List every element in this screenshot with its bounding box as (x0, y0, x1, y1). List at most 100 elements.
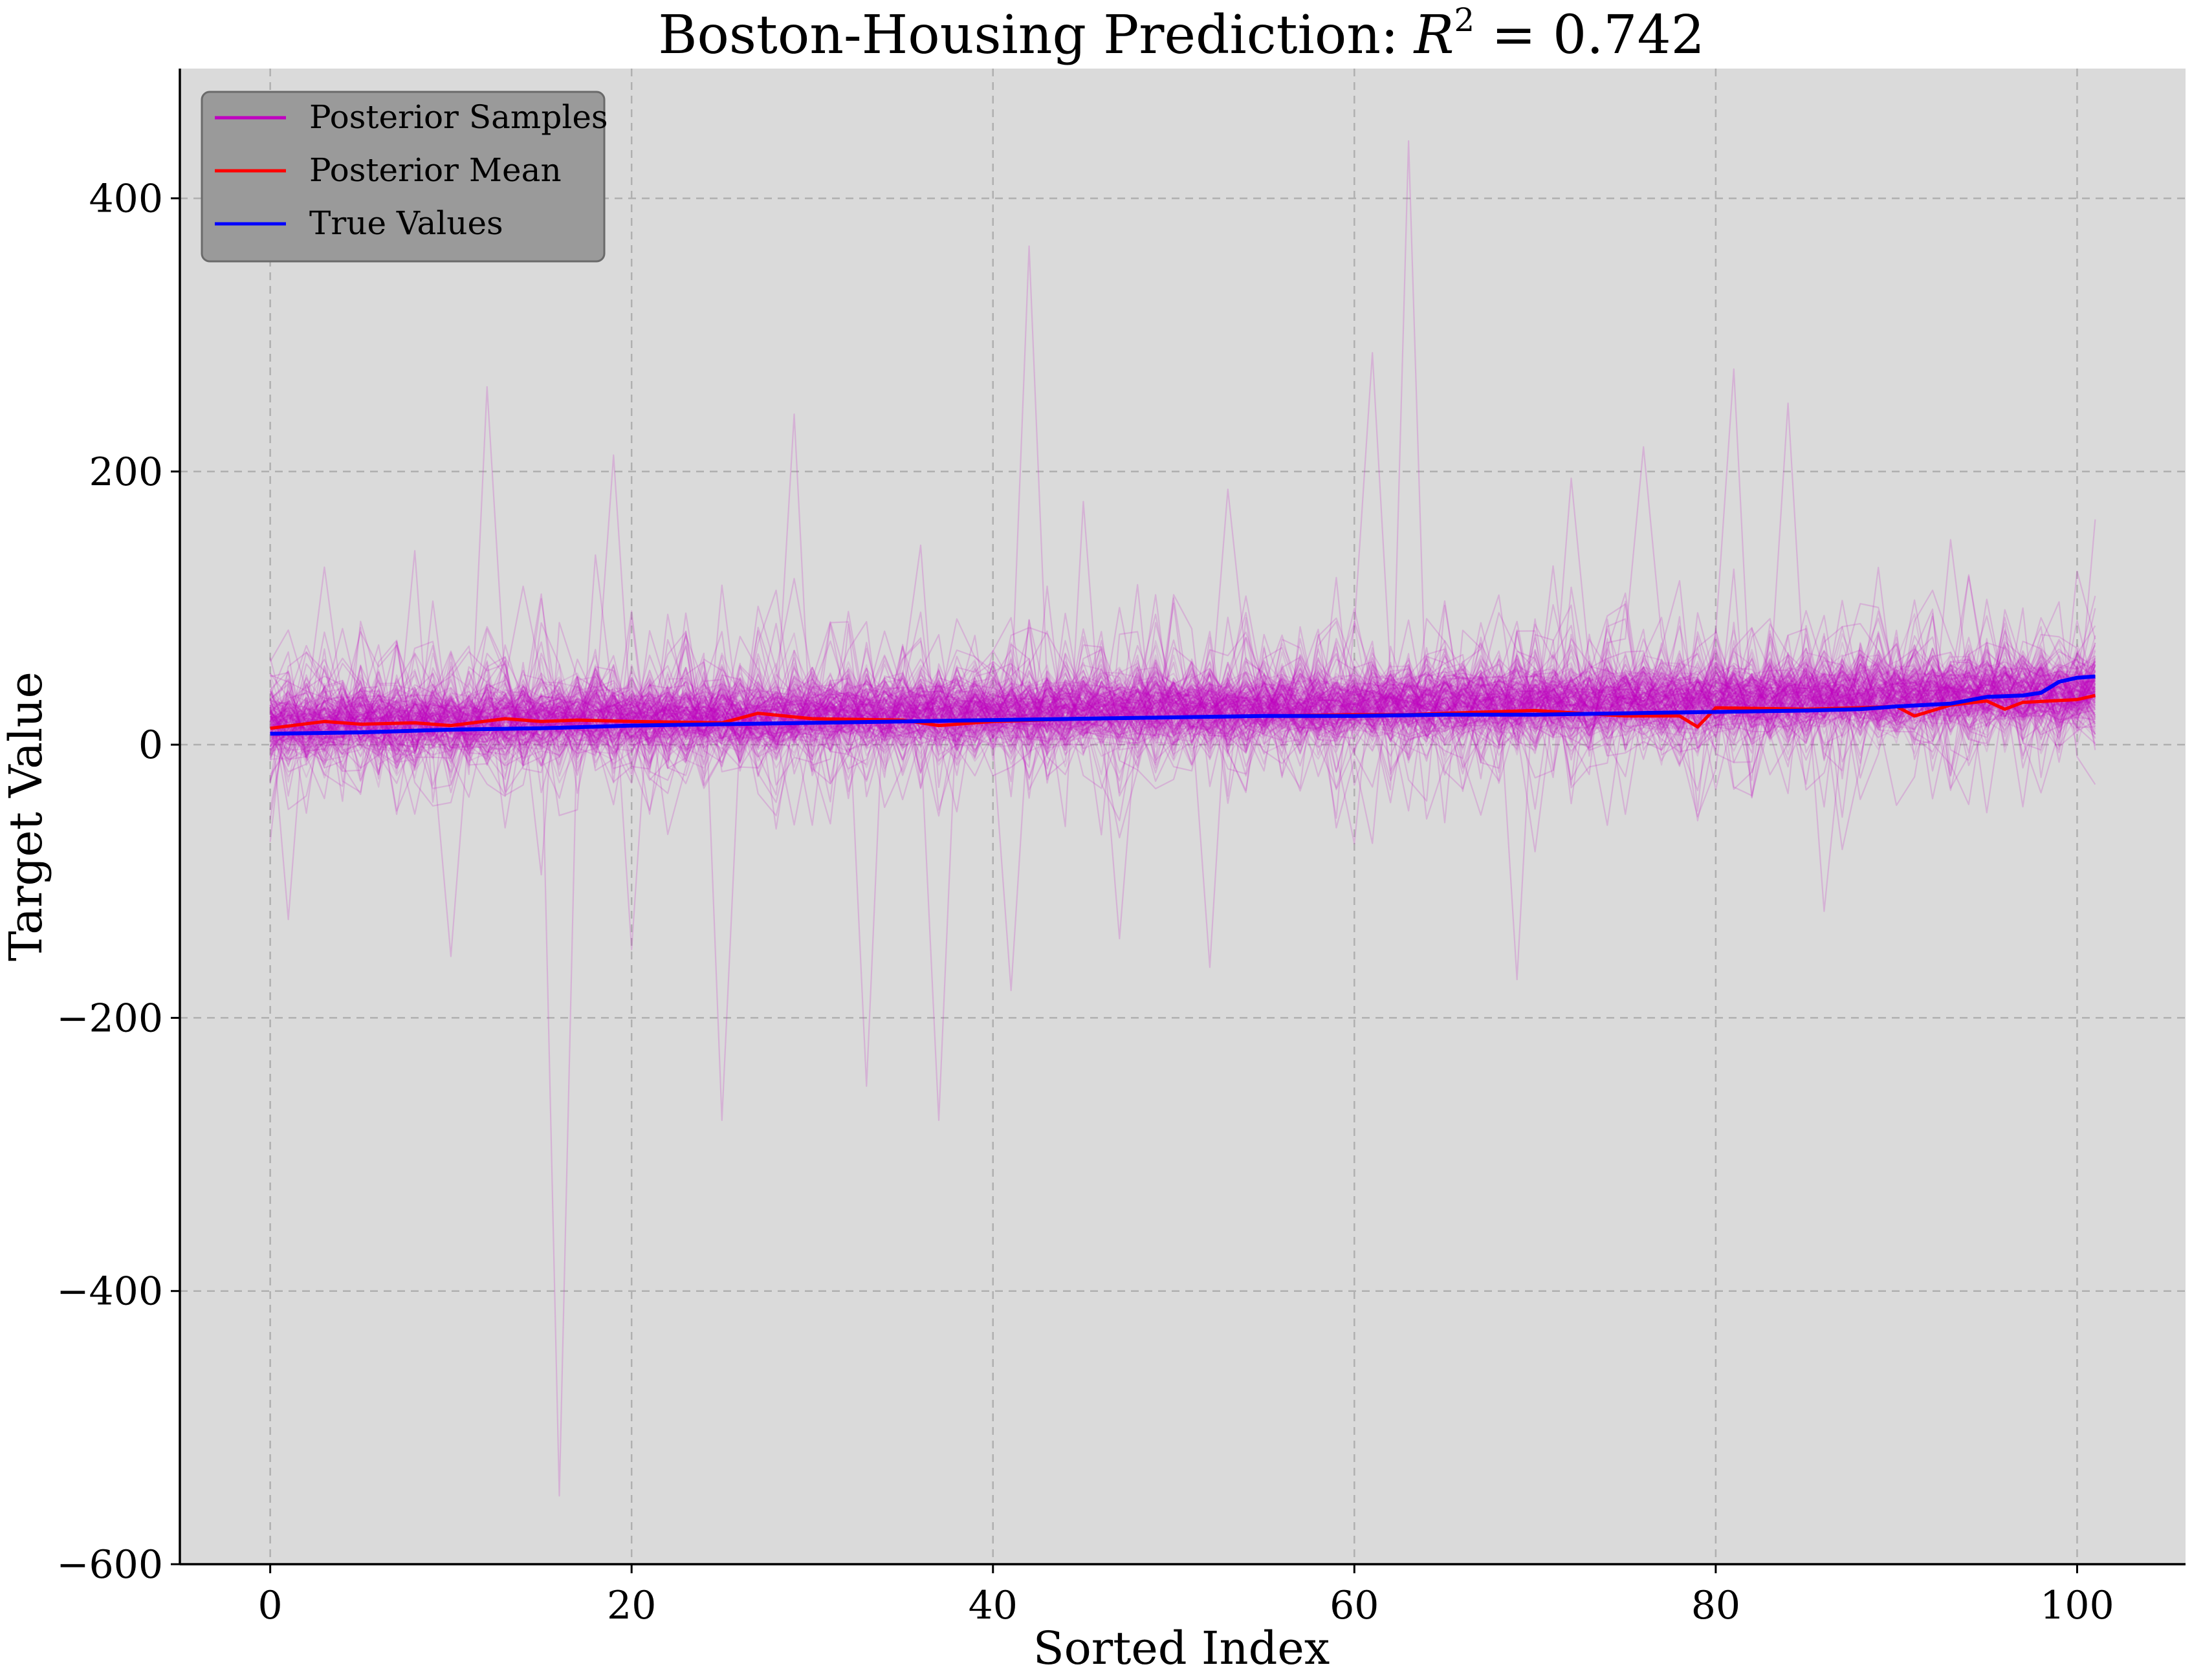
posterior-sample-line (269, 652, 2096, 752)
posterior-sample-line (269, 664, 2096, 751)
posterior-sample-line (270, 649, 2096, 761)
posterior-sample-line (269, 668, 2096, 765)
posterior-sample-line (270, 655, 2096, 766)
posterior-sample-line (269, 646, 2096, 756)
posterior-sample-line (269, 662, 2096, 772)
posterior-sample-line (270, 661, 2096, 749)
posterior-sample-line (270, 635, 2096, 765)
posterior-sample-line (270, 488, 2096, 799)
posterior-sample-line (270, 501, 2096, 827)
y-tick-label: −400 (56, 1269, 163, 1315)
posterior-sample-line (270, 659, 2096, 764)
x-axis-label: Sorted Index (1033, 1622, 1330, 1675)
chart-title-prefix: Boston-Housing Prediction: (658, 5, 1398, 66)
posterior-sample-line (269, 607, 2096, 951)
ticks: 0 20 40 60 80 100 −600 −400 −200 0 200 400 (56, 177, 2114, 1628)
posterior-sample-line (269, 647, 2096, 770)
posterior-sample-line (269, 613, 2096, 758)
posterior-sample-line (269, 648, 2096, 778)
posterior-sample-line (270, 651, 2096, 767)
posterior-sample-line (269, 568, 2096, 981)
chart-title-math-exponent: 2 (1454, 1, 1474, 39)
posterior-sample-line (270, 653, 2096, 753)
posterior-sample-line (270, 672, 2096, 761)
posterior-sample-line (269, 664, 2096, 760)
posterior-sample-line (270, 642, 2096, 757)
posterior-sample-line (269, 653, 2096, 763)
line-series (270, 674, 2096, 736)
posterior-sample-line (270, 664, 2096, 756)
chart-title-math-value: = 0.742 (1474, 5, 1705, 66)
posterior-sample-line (269, 655, 2096, 761)
posterior-sample-line (270, 642, 2096, 768)
posterior-sample-line (270, 661, 2096, 755)
posterior-sample-line (269, 519, 2096, 845)
posterior-sample-line (269, 565, 2096, 1087)
posterior-sample-line (270, 645, 2096, 774)
y-tick-label: 400 (89, 177, 163, 222)
posterior-sample-line (270, 630, 2096, 755)
posterior-sample-line (269, 661, 2096, 752)
posterior-sample-line (269, 655, 2096, 772)
posterior-sample-line (270, 386, 2096, 811)
posterior-sample-line (269, 648, 2096, 778)
posterior-sample-line (269, 651, 2096, 758)
legend-label-posterior-mean: Posterior Mean (309, 151, 562, 189)
posterior-sample-line (269, 650, 2096, 753)
posterior-sample-line (269, 659, 2096, 763)
y-tick-label: 0 (138, 723, 163, 768)
posterior-sample-line (269, 662, 2096, 777)
posterior-sample-line (269, 644, 2096, 763)
posterior-sample-line (269, 578, 2096, 1497)
posterior-sample-line (269, 618, 2096, 968)
posterior-sample-line (269, 580, 2096, 1121)
posterior-sample-line (269, 639, 2096, 760)
posterior-sample-line (270, 656, 2096, 767)
posterior-sample-line (269, 646, 2096, 766)
posterior-sample-line (269, 662, 2096, 769)
legend-label-posterior-samples: Posterior Samples (309, 98, 608, 136)
posterior-sample-line (269, 646, 2096, 756)
posterior-sample-line (270, 660, 2096, 774)
plot-area (180, 69, 2186, 1564)
posterior-sample-line (270, 643, 2096, 776)
posterior-sample-line (269, 672, 2096, 779)
posterior-sample-line (270, 660, 2096, 765)
x-tick-label: 80 (1691, 1583, 1740, 1628)
posterior-sample-line (269, 655, 2096, 754)
true-values-line (270, 674, 2096, 736)
posterior-sample-line (269, 651, 2096, 753)
posterior-sample-line (269, 652, 2096, 757)
posterior-sample-line (269, 664, 2096, 754)
posterior-sample-line (270, 651, 2096, 764)
posterior-sample-line (269, 652, 2096, 783)
posterior-sample-line (269, 654, 2096, 769)
x-tick-label: 100 (2040, 1583, 2114, 1628)
posterior-sample-line (269, 649, 2096, 776)
posterior-sample-line (270, 658, 2096, 769)
posterior-sample-line (269, 651, 2096, 758)
posterior-sample-line (269, 643, 2096, 769)
posterior-sample-line (269, 655, 2096, 766)
posterior-sample-line (270, 644, 2096, 768)
posterior-sample-line (269, 658, 2096, 761)
posterior-sample-line (269, 622, 2096, 747)
posterior-sample-line (270, 655, 2096, 759)
posterior-sample-line (269, 245, 2096, 853)
posterior-sample-line (269, 660, 2096, 763)
posterior-sample-line (270, 635, 2096, 765)
posterior-sample-line (270, 655, 2096, 751)
posterior-sample-line (270, 662, 2096, 767)
posterior-sample-line (269, 658, 2096, 774)
posterior-sample-line (270, 657, 2096, 751)
posterior-sample-line (269, 659, 2096, 755)
posterior-sample-line (269, 654, 2096, 749)
legend-box (201, 91, 606, 263)
posterior-sample-line (269, 649, 2096, 770)
posterior-sample-line (270, 664, 2096, 779)
posterior-sample-line (270, 658, 2096, 767)
posterior-sample-line (269, 653, 2096, 769)
posterior-sample-line (269, 660, 2096, 752)
posterior-sample-line (269, 659, 2096, 767)
